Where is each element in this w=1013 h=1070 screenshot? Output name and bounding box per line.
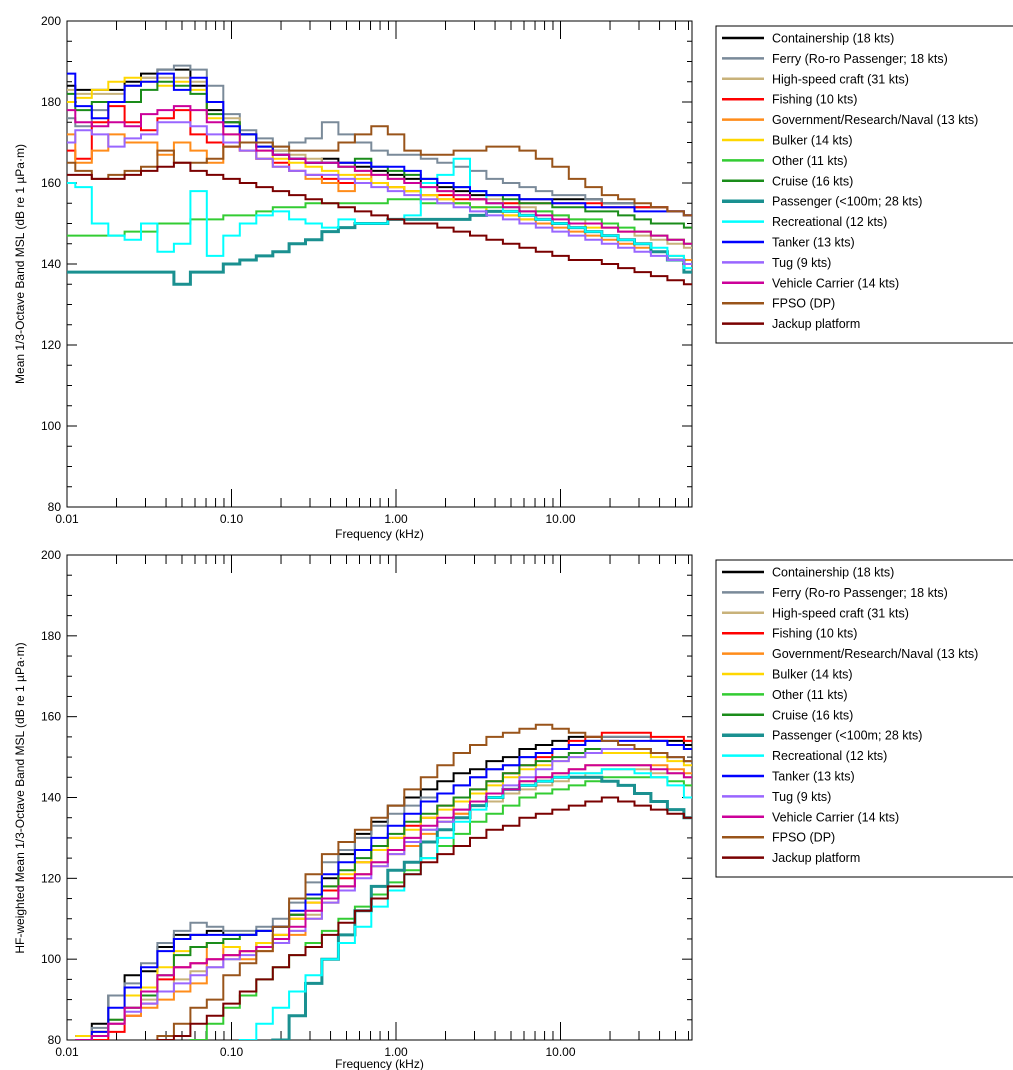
chart-panel-top: 80 100 120 140 160 180 200 0.01 0.10 1.00 10.00 F…	[13, 14, 1013, 541]
y-tick-label: 80	[48, 500, 62, 514]
y-tick-label: 120	[41, 871, 61, 885]
x-tick-labels: 0.01 0.10 1.00 10.00	[55, 512, 576, 526]
axis-ticks	[66, 20, 692, 508]
y-tick-label: 140	[41, 257, 61, 271]
x-tick-label: 1.00	[384, 1045, 408, 1059]
x-tick-label: 0.10	[220, 1045, 244, 1059]
series-line	[90, 748, 692, 1040]
series-line	[67, 209, 692, 286]
series-line	[67, 198, 692, 245]
y-tick-label: 120	[41, 338, 61, 352]
legend-label: Tug (9 kts)	[772, 256, 831, 270]
legend-label: Ferry (Ro-ro Passenger; 18 kts)	[772, 52, 948, 66]
x-tick-label: 0.01	[55, 1045, 79, 1059]
series-layer	[67, 64, 692, 286]
legend: Containership (18 kts) Ferry (Ro-ro Passe…	[715, 559, 1013, 878]
x-axis-label: Frequency (kHz)	[335, 1057, 424, 1070]
series-line	[67, 64, 692, 217]
y-tick-label: 100	[41, 419, 61, 433]
legend-label: Government/Research/Naval (13 kts)	[772, 113, 978, 127]
axis-ticks	[66, 554, 692, 1041]
series-line	[75, 739, 692, 1040]
series-line	[67, 80, 692, 229]
series-line	[67, 76, 692, 245]
legend-label: Cruise (16 kts)	[772, 174, 853, 188]
legend-label: Passenger (<100m; 28 kts)	[772, 195, 922, 209]
x-tick-label: 10.00	[545, 512, 575, 526]
legend-label: Tug (9 kts)	[772, 790, 831, 804]
series-line	[156, 723, 692, 1040]
x-tick-labels: 0.01 0.10 1.00 10.00	[55, 1045, 576, 1059]
legend-label: Other (11 kts)	[772, 154, 847, 168]
legend-label: Recreational (12 kts)	[772, 749, 887, 763]
y-tick-labels: 80 100 120 140 160 180 200	[41, 14, 61, 514]
series-line	[67, 121, 692, 265]
x-tick-label: 0.01	[55, 512, 79, 526]
legend-label: Bulker (14 kts)	[772, 134, 853, 148]
legend-label: FPSO (DP)	[772, 831, 835, 845]
series-line	[67, 72, 692, 217]
series-line	[67, 125, 692, 217]
legend-label: Ferry (Ro-ro Passenger; 18 kts)	[772, 586, 948, 600]
y-tick-labels: 80 100 120 140 160 180 200	[41, 548, 61, 1047]
legend-label: Vehicle Carrier (14 kts)	[772, 276, 899, 290]
y-axis-label: Mean 1/3-Octave Band MSL (dB re 1 µPa·m)	[13, 144, 27, 384]
legend: Containership (18 kts) Ferry (Ro-ro Passe…	[715, 25, 1013, 344]
y-tick-label: 200	[41, 14, 61, 28]
legend-label: Tanker (13 kts)	[772, 236, 855, 250]
legend-label: Jackup platform	[772, 317, 860, 331]
legend-label: FPSO (DP)	[772, 297, 835, 311]
series-line	[67, 105, 692, 217]
legend-label: Fishing (10 kts)	[772, 93, 857, 107]
y-tick-label: 180	[41, 95, 61, 109]
legend-label: Containership (18 kts)	[772, 566, 894, 580]
y-tick-label: 140	[41, 791, 61, 805]
legend-label: Jackup platform	[772, 851, 860, 865]
x-tick-label: 1.00	[384, 512, 408, 526]
series-line	[67, 161, 692, 286]
legend-label: Fishing (10 kts)	[772, 627, 857, 641]
y-tick-label: 160	[41, 710, 61, 724]
legend-label: Containership (18 kts)	[772, 32, 894, 46]
series-line	[271, 775, 692, 1040]
x-tick-label: 10.00	[545, 1045, 575, 1059]
legend-label: High-speed craft (31 kts)	[772, 72, 909, 86]
series-line	[156, 796, 692, 1040]
legend-label: Passenger (<100m; 28 kts)	[772, 729, 922, 743]
series-line	[67, 105, 692, 245]
plot-frame	[66, 20, 693, 508]
legend-box	[715, 25, 1013, 344]
legend-label: Tanker (13 kts)	[772, 770, 855, 784]
series-line	[67, 133, 692, 261]
legend-label: Cruise (16 kts)	[772, 708, 853, 722]
series-line	[67, 157, 692, 270]
y-tick-label: 160	[41, 176, 61, 190]
y-tick-label: 180	[41, 629, 61, 643]
legend-label: Recreational (12 kts)	[772, 215, 887, 229]
y-tick-label: 80	[48, 1033, 62, 1047]
series-layer	[75, 723, 692, 1040]
legend-label: Government/Research/Naval (13 kts)	[772, 647, 978, 661]
legend-box	[715, 559, 1013, 878]
legend-label: Other (11 kts)	[772, 688, 847, 702]
x-tick-label: 0.10	[220, 512, 244, 526]
legend-label: Vehicle Carrier (14 kts)	[772, 810, 899, 824]
y-axis-label: HF-weighted Mean 1/3-Octave Band MSL (dB…	[13, 642, 27, 953]
series-line	[75, 764, 692, 1040]
x-axis-label: Frequency (kHz)	[335, 527, 424, 541]
legend-label: High-speed craft (31 kts)	[772, 606, 909, 620]
legend-label: Bulker (14 kts)	[772, 668, 853, 682]
chart-panel-bottom: 80 100 120 140 160 180 200 0.01 0.10 1.00 10.00 F…	[13, 548, 1013, 1070]
y-tick-label: 100	[41, 952, 61, 966]
y-tick-label: 200	[41, 548, 61, 562]
